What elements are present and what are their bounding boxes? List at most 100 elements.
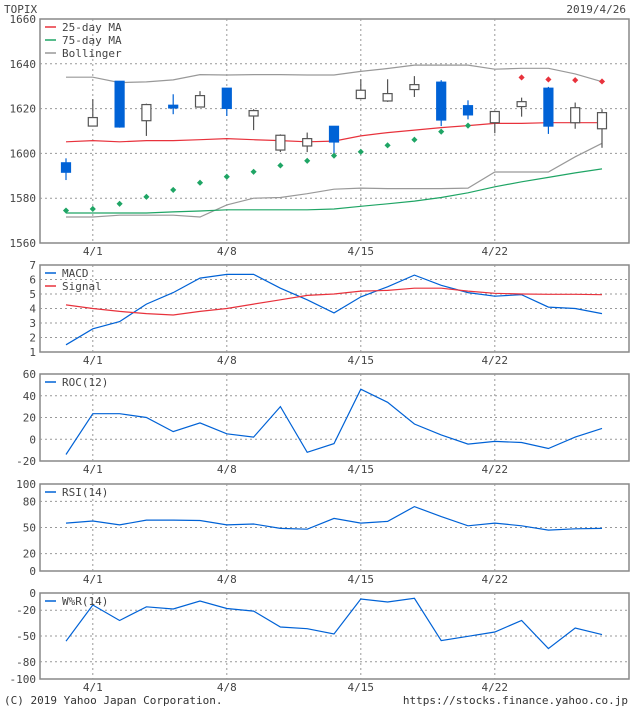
legend-label: ROC(12) — [62, 376, 108, 389]
price-panel: 1560 1580 1600 1620 1640 1660 4/1 4/8 4/15 4/22 25… — [10, 13, 630, 258]
marker-dot-below — [384, 142, 391, 149]
legend-label: 75-day MA — [62, 34, 122, 47]
roc-panel: -20 0 20 40 60 4/1 4/8 4/15 4/22 ROC(12) — [16, 368, 630, 476]
x-tick-label: 4/15 — [348, 681, 375, 694]
y-tick-label: 0 — [29, 565, 36, 578]
candle-up — [194, 95, 206, 108]
y-tick-label: 4 — [29, 303, 36, 316]
marker-dot-below — [330, 152, 338, 159]
marker-dot-below — [304, 157, 311, 164]
rsi-panel: 0 20 50 80 100 4/1 4/8 4/15 4/22 RSI(14) — [16, 478, 630, 586]
source-url[interactable]: https://stocks.finance.yahoo.co.jp — [402, 694, 628, 707]
series-line-macd — [65, 273, 603, 346]
x-tick-label: 4/1 — [83, 354, 103, 367]
candle-up — [382, 92, 393, 102]
y-tick-label: -20 — [16, 455, 36, 468]
y-tick-label: 1580 — [10, 192, 37, 205]
marker-dot-below — [357, 148, 364, 155]
marker-dot-below — [277, 162, 284, 169]
marker-dot-below — [196, 179, 204, 186]
y-tick-label: 1620 — [10, 103, 37, 116]
candle-up — [570, 107, 581, 124]
x-tick-label: 4/15 — [348, 463, 375, 476]
candle-up — [355, 89, 366, 100]
y-tick-label: -80 — [16, 656, 36, 669]
x-tick-label: 4/22 — [482, 354, 509, 367]
candle-up — [489, 110, 500, 124]
x-tick-label: 4/22 — [482, 463, 509, 476]
x-tick-label: 4/8 — [217, 573, 237, 586]
marker-dot-below — [464, 122, 472, 129]
y-tick-label: 0 — [29, 587, 36, 600]
marker-dot-below — [250, 168, 257, 175]
x-tick-label: 4/8 — [217, 245, 237, 258]
y-tick-label: 100 — [16, 478, 36, 491]
marker-dot-below — [62, 207, 70, 214]
y-tick-label: 6 — [29, 274, 36, 287]
x-tick-label: 4/1 — [83, 463, 103, 476]
candle-down — [60, 162, 72, 173]
candle-up — [275, 134, 286, 151]
candle-up — [248, 110, 259, 117]
y-tick-label: 0 — [29, 433, 36, 446]
y-tick-label: 1600 — [10, 147, 37, 160]
y-tick-label: -50 — [16, 630, 36, 643]
marker-dot-below — [89, 205, 96, 213]
y-tick-label: 80 — [23, 495, 36, 508]
candle-down — [221, 87, 232, 109]
x-tick-label: 4/1 — [83, 573, 103, 586]
candle-down — [436, 81, 447, 121]
y-tick-label: -20 — [16, 604, 36, 617]
candle-up — [87, 116, 98, 127]
marker-dot-below — [223, 173, 230, 180]
y-tick-label: 40 — [23, 390, 36, 403]
y-tick-label: 2 — [29, 332, 36, 345]
legend-label: W%R(14) — [62, 595, 108, 608]
marker-dot-below — [143, 193, 150, 200]
marker-dot-above — [545, 76, 552, 83]
legend-label: 25-day MA — [62, 21, 122, 34]
y-tick-label: 5 — [29, 288, 36, 301]
candle-down — [543, 87, 554, 127]
series-line-signal — [65, 287, 603, 316]
series-line-w-r-14- — [65, 597, 603, 650]
marker-dot-below — [438, 128, 445, 135]
candle-down — [462, 105, 474, 116]
marker-dot-above — [572, 77, 579, 84]
candle-down — [114, 80, 125, 128]
y-tick-label: 50 — [23, 522, 36, 535]
x-tick-label: 4/8 — [217, 681, 237, 694]
x-tick-label: 4/15 — [348, 354, 375, 367]
x-tick-label: 4/22 — [482, 573, 509, 586]
bollinger-upper-line — [66, 64, 603, 84]
legend-label: Bollinger — [62, 47, 122, 60]
candle-up — [516, 101, 527, 108]
x-tick-label: 4/15 — [348, 573, 375, 586]
candle-down — [168, 104, 179, 109]
marker-dot-below — [170, 186, 177, 193]
y-tick-label: 20 — [23, 548, 36, 561]
wr-panel: -100 -80 -50 -20 0 4/1 4/8 4/15 4/22 W%R(14) — [10, 587, 630, 694]
marker-dot-above — [518, 74, 525, 81]
x-tick-label: 4/8 — [217, 463, 237, 476]
marker-dot-above — [598, 78, 606, 85]
y-tick-label: 60 — [23, 368, 36, 381]
legend-label: RSI(14) — [62, 486, 108, 499]
candle-up — [141, 103, 152, 122]
y-tick-label: 1 — [29, 346, 36, 359]
series-line-roc-12- — [65, 388, 603, 455]
y-tick-label: 1560 — [10, 237, 37, 250]
copyright-text: (C) 2019 Yahoo Japan Corporation. — [4, 694, 223, 707]
x-tick-label: 4/1 — [83, 245, 103, 258]
y-tick-label: 7 — [29, 259, 36, 272]
candle-up — [596, 112, 608, 130]
candle-up — [409, 84, 420, 91]
plot-frame — [39, 18, 630, 244]
x-tick-label: 4/1 — [83, 681, 103, 694]
y-tick-label: 3 — [29, 317, 36, 330]
y-tick-label: 1660 — [10, 13, 37, 26]
x-tick-label: 4/22 — [482, 681, 509, 694]
x-tick-label: 4/22 — [482, 245, 509, 258]
chart-date: 2019/4/26 — [566, 3, 626, 16]
